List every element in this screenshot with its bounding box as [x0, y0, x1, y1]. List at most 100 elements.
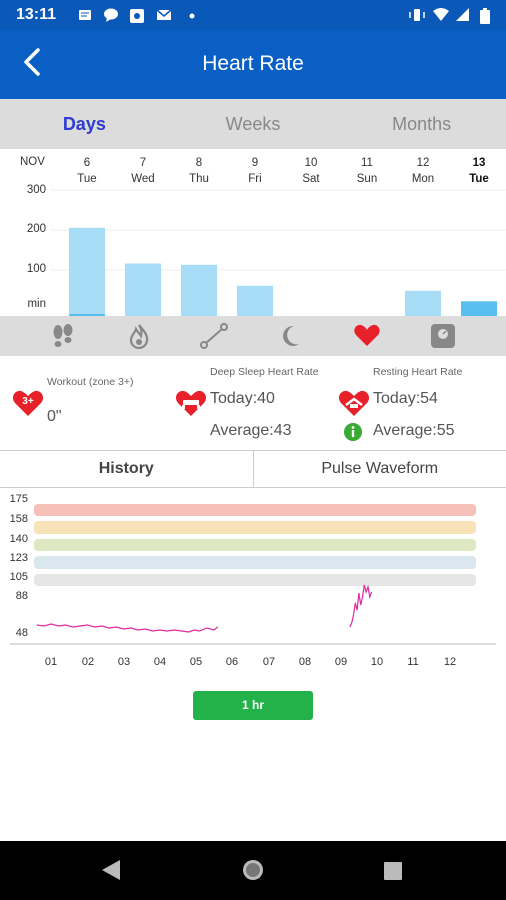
day-weekday: Thu [189, 173, 209, 185]
bar [461, 301, 497, 316]
deep-sleep-today: Today:40 [210, 390, 275, 407]
mail-icon [156, 8, 172, 25]
steps-icon[interactable] [35, 316, 91, 356]
history-x-label: 12 [443, 656, 457, 668]
nav-back-icon[interactable] [100, 859, 122, 886]
status-time: 13:11 [16, 6, 57, 23]
history-x-label: 11 [407, 656, 419, 668]
history-x-label: 10 [370, 656, 384, 668]
tab-weeks[interactable]: Weeks [225, 114, 281, 134]
y-axis-label: 300 [26, 184, 46, 196]
dot-icon [188, 8, 196, 25]
app-bar: Heart Rate [0, 30, 506, 99]
app-notification-icon [129, 8, 145, 27]
day-date: 12 [416, 157, 430, 169]
sleep-moon-icon[interactable] [262, 316, 318, 356]
history-y-label: 140 [9, 533, 28, 545]
day-date: 9 [251, 157, 259, 169]
heart-rate-icon[interactable] [339, 316, 395, 356]
tab-history[interactable]: History [98, 460, 154, 477]
vibrate-icon [408, 8, 426, 25]
heart-rate-zone [34, 556, 476, 569]
day-date: 8 [195, 157, 203, 169]
day-weekday: Tue [469, 173, 489, 185]
system-nav-bar [0, 841, 506, 900]
history-x-label: 06 [225, 656, 239, 668]
heart-rate-zone [34, 539, 476, 551]
bar-marker [69, 314, 105, 316]
day-weekday: Sat [302, 173, 320, 185]
resting-average: Average:55 [373, 422, 455, 439]
day-date: 13 [472, 157, 486, 169]
day-10[interactable]: 10 Sat [281, 155, 341, 187]
heart-rate-zone [34, 521, 476, 534]
back-icon[interactable] [22, 47, 42, 85]
history-x-label: 04 [153, 656, 167, 668]
day-date: 7 [139, 157, 147, 169]
bar [405, 290, 441, 316]
message-icon [78, 8, 92, 25]
range-1hr-button[interactable]: 1 hr [193, 691, 313, 720]
deep-sleep-label: Deep Sleep Heart Rate [210, 366, 319, 378]
history-line-chart [10, 504, 496, 645]
weight-scale-icon[interactable] [415, 316, 471, 356]
status-bar: 13:11 [0, 0, 506, 30]
tab-pulse-waveform[interactable]: Pulse Waveform [252, 451, 506, 487]
workout-label: Workout (zone 3+) [47, 376, 134, 388]
metric-icon-row [0, 316, 506, 356]
distance-route-icon[interactable] [186, 316, 242, 356]
tab-days[interactable]: Days [62, 114, 106, 134]
history-x-label: 03 [117, 656, 131, 668]
history-x-label: 02 [81, 656, 95, 668]
history-x-label: 09 [334, 656, 348, 668]
day-weekday: Mon [411, 173, 435, 185]
tab-months[interactable]: Months [392, 114, 452, 134]
day-date: 6 [83, 157, 91, 169]
daily-bar-chart [50, 189, 506, 316]
y-axis-label: min [27, 298, 46, 310]
day-13[interactable]: 13 Tue [449, 155, 506, 187]
wifi-icon [433, 8, 449, 25]
nav-home-icon[interactable] [242, 859, 264, 886]
heart-rate-zone [34, 574, 476, 586]
day-date: 10 [304, 157, 318, 169]
day-weekday: Wed [131, 173, 155, 185]
history-y-label: 123 [9, 552, 28, 564]
day-weekday: Sun [356, 173, 378, 185]
signal-icon [456, 8, 470, 25]
history-y-label: 105 [9, 571, 28, 583]
day-date: 11 [361, 157, 373, 169]
month-label: NOV [20, 156, 45, 168]
history-y-label: 175 [9, 493, 28, 505]
day-7[interactable]: 7 Wed [113, 155, 173, 187]
bar [69, 227, 105, 316]
chat-icon [103, 8, 119, 25]
day-weekday: Tue [77, 173, 97, 185]
calories-flame-icon[interactable] [111, 316, 167, 356]
history-x-label: 08 [298, 656, 312, 668]
y-axis-label: 200 [26, 223, 46, 235]
day-11[interactable]: 11 Sun [337, 155, 397, 187]
workout-value: 0" [47, 408, 62, 425]
heart-rate-line [349, 584, 373, 628]
day-8[interactable]: 8 Thu [169, 155, 229, 187]
bar [237, 285, 273, 316]
info-icon[interactable] [344, 423, 362, 441]
heart-rate-line [36, 623, 219, 633]
resting-heart-icon [338, 390, 370, 418]
y-axis-label: 100 [26, 263, 46, 275]
bar [181, 264, 217, 316]
page-title: Heart Rate [202, 52, 304, 75]
bar [125, 263, 161, 316]
history-y-label: 48 [15, 627, 28, 639]
history-y-label: 88 [15, 590, 28, 602]
history-x-label: 05 [189, 656, 203, 668]
day-12[interactable]: 12 Mon [393, 155, 453, 187]
history-tabs: History Pulse Waveform [0, 450, 506, 488]
nav-recents-icon[interactable] [383, 861, 403, 886]
workout-heart-badge-icon: 3+ [12, 390, 44, 418]
day-6[interactable]: 6 Tue [57, 155, 117, 187]
deep-sleep-average: Average:43 [210, 422, 292, 439]
deep-sleep-heart-icon [175, 390, 207, 418]
day-9[interactable]: 9 Fri [225, 155, 285, 187]
